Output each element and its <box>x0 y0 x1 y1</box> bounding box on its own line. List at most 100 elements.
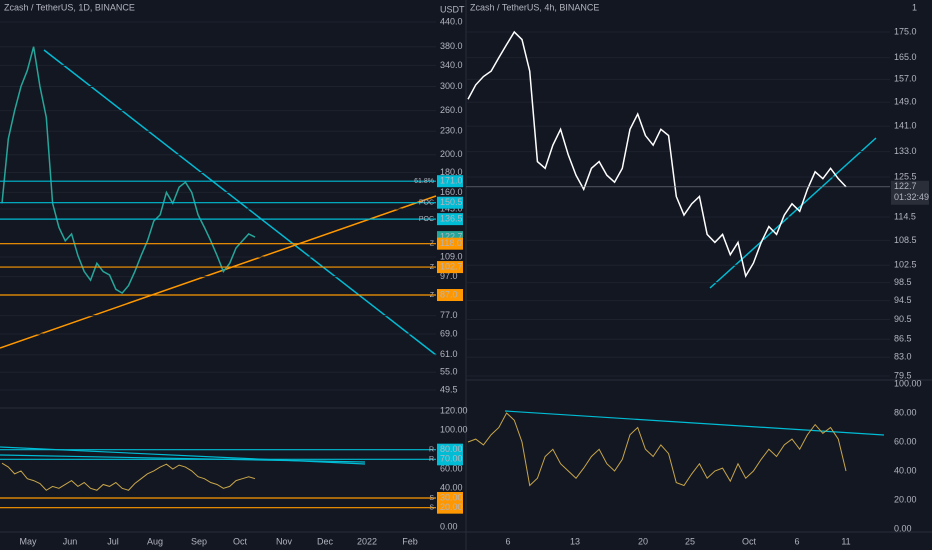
time-label: Oct <box>233 536 248 546</box>
left-title: Zcash / TetherUS, 1D, BINANCE <box>4 2 135 12</box>
rsi-level-name: R <box>429 447 434 454</box>
level-value: 102.7 <box>440 261 463 271</box>
level-tag <box>437 289 463 302</box>
level-tag <box>437 175 463 188</box>
rsi-level-name: S <box>429 505 434 512</box>
rsi-level-name: R <box>429 456 434 463</box>
rsi-level-value: 70.00 <box>440 454 463 464</box>
rsi-level-tag <box>437 453 463 466</box>
price-tick-label: 200.0 <box>440 149 463 159</box>
rsi-tick-label: 40.00 <box>894 465 917 475</box>
price-tick-label: 61.0 <box>440 349 458 359</box>
countdown: 01:32:49 <box>894 192 929 202</box>
price-tick-label: 55.0 <box>440 367 458 377</box>
rsi-tick-label: 120.00 <box>440 405 468 415</box>
rsi-level-value: 30.00 <box>440 492 463 502</box>
level-tag <box>437 261 463 274</box>
rsi-tick-label: 60.00 <box>440 463 463 473</box>
time-label: 11 <box>841 536 850 546</box>
last-price: 122.7 <box>894 181 917 191</box>
price-tick-label: 175.0 <box>894 26 917 36</box>
level-tag <box>437 213 463 226</box>
level-value: 118.0 <box>440 238 462 248</box>
price-tick-label: 340.0 <box>440 60 463 70</box>
time-label: 25 <box>685 536 695 546</box>
level-name: Z <box>430 241 435 248</box>
level-value: 150.5 <box>440 197 463 207</box>
right-title: Zcash / TetherUS, 4h, BINANCE <box>470 2 599 12</box>
corner: 1 <box>912 2 917 12</box>
time-label: 13 <box>570 536 580 546</box>
rsi-level-name: S <box>429 495 434 502</box>
level-tag <box>437 237 463 250</box>
time-label: May <box>19 536 37 546</box>
time-label: Feb <box>402 536 418 546</box>
price-tick-label: 300.0 <box>440 81 463 91</box>
level-name: POC <box>419 200 434 207</box>
price-tick-label: 125.5 <box>894 171 917 181</box>
rsi-level-value: 20.00 <box>440 502 463 512</box>
price-tick-label: 133.0 <box>894 146 917 156</box>
rsi-tick-label: 0.00 <box>894 523 912 533</box>
price-tick-label: 380.0 <box>440 41 463 51</box>
price-tick-label: 94.5 <box>894 295 912 305</box>
price-tick-label: 102.5 <box>894 260 917 270</box>
time-label: Dec <box>317 536 334 546</box>
level-tag <box>437 196 463 209</box>
rsi-tick-label: 60.00 <box>894 436 917 446</box>
price-tick-label: 98.5 <box>894 277 912 287</box>
time-label: 6 <box>794 536 799 546</box>
price-tick-label: 90.5 <box>894 314 912 324</box>
time-label: Jun <box>63 536 78 546</box>
time-label: Jul <box>107 536 119 546</box>
trend-line <box>0 195 437 349</box>
level-value: 171.0 <box>440 176 463 186</box>
price-tick-label: 157.0 <box>894 74 917 84</box>
price-tick-label: 79.5 <box>894 370 912 380</box>
price-tick-label: 165.0 <box>894 52 917 62</box>
price-tick-label: 83.0 <box>894 352 912 362</box>
price-tick-label: 180.0 <box>440 167 463 177</box>
price-tick-label: 77.0 <box>440 310 458 320</box>
time-label: Aug <box>147 536 163 546</box>
rsi-tick-label: 100.00 <box>440 425 468 435</box>
time-label: 20 <box>638 536 648 546</box>
time-label: 6 <box>505 536 510 546</box>
price-tick-label: 114.5 <box>894 211 916 221</box>
price-tick-label: 108.5 <box>894 235 917 245</box>
level-name: 61.8% <box>414 178 434 185</box>
price-tick-label: 69.0 <box>440 328 458 338</box>
price-tick-label: 86.5 <box>894 334 912 344</box>
last-price-tag <box>891 180 929 205</box>
level-value: 87.0 <box>440 289 458 299</box>
price-tick-label: 141.0 <box>894 121 917 131</box>
price-tick-label: 49.5 <box>440 384 458 394</box>
rsi-trend-line <box>0 454 366 463</box>
level-name: Z <box>430 292 435 299</box>
trend-line <box>709 137 877 289</box>
price-tick-label: 440.0 <box>440 16 463 26</box>
last-price: 122.7 <box>440 231 463 241</box>
time-label: Oct <box>742 536 757 546</box>
level-value: 136.5 <box>440 214 463 224</box>
time-label: Sep <box>191 536 207 546</box>
price-line <box>467 30 847 278</box>
rsi-level-tag <box>437 492 463 504</box>
rsi-tick-label: 0.00 <box>440 521 458 531</box>
price-tick-label: 109.0 <box>440 251 463 261</box>
rsi-tick-label: 100.00 <box>894 378 922 388</box>
price-tick-label: 230.0 <box>440 126 463 136</box>
price-tick-label: 260.0 <box>440 105 463 115</box>
rsi-line <box>467 412 847 487</box>
time-label: Nov <box>276 536 293 546</box>
rsi-level-tag <box>437 501 463 514</box>
unit: USDT <box>440 4 465 14</box>
rsi-level-value: 80.00 <box>440 444 463 454</box>
time-label: 2022 <box>357 536 377 546</box>
rsi-line <box>1 462 256 491</box>
level-name: POC <box>419 216 434 223</box>
rsi-tick-label: 80.00 <box>894 407 917 417</box>
level-name: Z <box>430 264 435 271</box>
rsi-tick-label: 40.00 <box>440 483 463 493</box>
